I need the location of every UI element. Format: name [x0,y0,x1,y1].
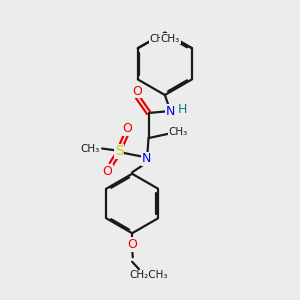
Text: H: H [177,103,187,116]
Text: O: O [127,238,137,251]
Text: CH₃: CH₃ [80,143,99,154]
Text: N: N [166,105,176,118]
Text: N: N [141,152,151,165]
Text: O: O [103,165,112,178]
Text: CH₂CH₃: CH₂CH₃ [130,270,168,280]
Text: S: S [115,145,124,158]
Text: CH₃: CH₃ [169,127,188,136]
Text: CH₃: CH₃ [150,34,169,44]
Text: CH₃: CH₃ [161,34,180,44]
Text: O: O [132,85,142,98]
Text: O: O [122,122,132,135]
